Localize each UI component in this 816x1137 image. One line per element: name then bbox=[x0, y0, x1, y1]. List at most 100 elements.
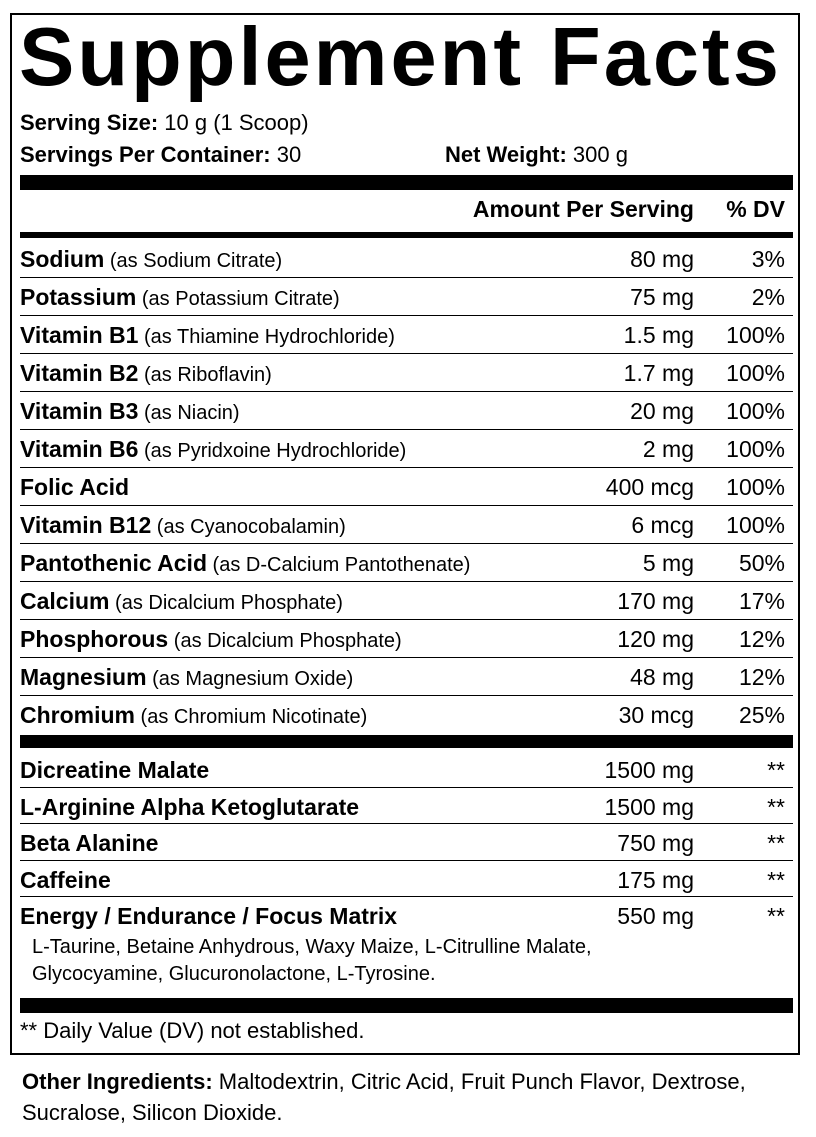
nutrient-source: (as Pyridxoine Hydrochloride) bbox=[138, 440, 407, 462]
nutrient-amount: 80 mg bbox=[630, 246, 694, 272]
supplement-facts-panel bbox=[10, 13, 800, 1055]
nutrient-name: Vitamin B6 (as Pyridxoine Hydrochloride) bbox=[20, 436, 406, 463]
nutrient-dv: 25% bbox=[738, 702, 785, 728]
nutrient-amount: 1.5 mg bbox=[623, 322, 694, 348]
nutrient-label: Sodium bbox=[20, 246, 105, 272]
serving-size-value: 10 g (1 Scoop) bbox=[158, 110, 309, 135]
nutrient-source: (as Riboflavin) bbox=[138, 364, 272, 386]
nutrient-label: Vitamin B12 bbox=[20, 512, 152, 538]
nutrient-source: (as Dicalcium Phosphate) bbox=[109, 592, 343, 614]
nutrient-name: Calcium (as Dicalcium Phosphate) bbox=[20, 588, 343, 615]
nutrient-row: Folic Acid 400 mcg 100% bbox=[20, 468, 793, 506]
nutrient-label: Potassium bbox=[20, 284, 137, 310]
nutrient-name: Vitamin B1 (as Thiamine Hydrochloride) bbox=[20, 322, 395, 349]
nutrient-amount: 1500 mg bbox=[604, 757, 694, 783]
nutrient-dv: 50% bbox=[738, 550, 785, 576]
amount-header: Amount Per Serving bbox=[472, 196, 694, 222]
nutrient-dv: ** bbox=[767, 903, 785, 929]
nutrient-name: L-Arginine Alpha Ketoglutarate bbox=[20, 794, 359, 821]
nutrient-label: Magnesium bbox=[20, 664, 147, 690]
nutrient-name: Beta Alanine bbox=[20, 830, 158, 857]
nutrient-name: Potassium (as Potassium Citrate) bbox=[20, 284, 340, 311]
nutrient-row: Sodium (as Sodium Citrate) 80 mg 3% bbox=[20, 240, 793, 278]
nutrient-name: Energy / Endurance / Focus Matrix bbox=[20, 903, 397, 930]
header-divider bbox=[20, 232, 793, 238]
nutrient-name: Chromium (as Chromium Nicotinate) bbox=[20, 702, 367, 729]
nutrient-source: (as Magnesium Oxide) bbox=[146, 668, 354, 690]
nutrient-dv: 100% bbox=[726, 398, 785, 424]
net-weight: Net Weight: 300 g bbox=[445, 142, 628, 168]
nutrient-source: (as Sodium Citrate) bbox=[104, 250, 283, 272]
nutrient-amount: 48 mg bbox=[630, 664, 694, 690]
nutrient-row: L-Arginine Alpha Ketoglutarate 1500 mg ** bbox=[20, 788, 793, 824]
servings-label: Servings Per Container: bbox=[20, 142, 271, 167]
serving-size: Serving Size: 10 g (1 Scoop) bbox=[20, 110, 309, 136]
nutrient-row: Vitamin B12 (as Cyanocobalamin) 6 mcg 100% bbox=[20, 506, 793, 544]
nutrient-label: Phosphorous bbox=[20, 626, 169, 652]
footnote: ** Daily Value (DV) not established. bbox=[20, 1018, 365, 1043]
other-ingredients-value: Maltodextrin, Citric Acid, Fruit Punch F… bbox=[22, 1069, 746, 1125]
nutrient-source: (as Potassium Citrate) bbox=[136, 288, 340, 310]
nutrient-amount: 170 mg bbox=[617, 588, 694, 614]
nutrient-label: Dicreatine Malate bbox=[20, 757, 210, 783]
nutrient-row: Chromium (as Chromium Nicotinate) 30 mcg 2… bbox=[20, 696, 793, 734]
nutrient-name: Phosphorous (as Dicalcium Phosphate) bbox=[20, 626, 402, 653]
nutrient-amount: 2 mg bbox=[642, 436, 694, 462]
nutrient-row: Magnesium (as Magnesium Oxide) 48 mg 12% bbox=[20, 658, 793, 696]
nutrient-row: Potassium (as Potassium Citrate) 75 mg 2% bbox=[20, 278, 793, 316]
nutrient-amount: 550 mg bbox=[617, 903, 694, 929]
other-ingredients: Other Ingredients: Maltodextrin, Citric … bbox=[22, 1066, 762, 1128]
nutrient-label: Energy / Endurance / Focus Matrix bbox=[20, 903, 398, 929]
nutrient-row: Calcium (as Dicalcium Phosphate) 170 mg 17… bbox=[20, 582, 793, 620]
nutrient-dv: ** bbox=[767, 793, 785, 820]
nutrient-amount: 6 mcg bbox=[631, 512, 694, 538]
nutrient-row: Phosphorous (as Dicalcium Phosphate) 120 … bbox=[20, 620, 793, 658]
nutrient-name: Vitamin B2 (as Riboflavin) bbox=[20, 360, 272, 387]
nutrient-source: (as Dicalcium Phosphate) bbox=[168, 630, 402, 652]
nutrient-amount: 30 mcg bbox=[618, 702, 694, 728]
dv-header: % DV bbox=[726, 196, 785, 222]
nutrient-amount: 75 mg bbox=[630, 284, 694, 310]
nutrient-row: Energy / Endurance / Focus Matrix 550 mg *… bbox=[20, 897, 793, 934]
nutrient-row: Vitamin B1 (as Thiamine Hydrochloride) 1.… bbox=[20, 316, 793, 354]
nutrient-name: Vitamin B12 (as Cyanocobalamin) bbox=[20, 512, 346, 539]
nutrient-row: Beta Alanine 750 mg ** bbox=[20, 824, 793, 861]
nutrient-amount: 120 mg bbox=[617, 626, 694, 652]
nutrient-dv: ** bbox=[767, 830, 785, 856]
nutrient-dv: 100% bbox=[726, 436, 785, 462]
other-ingredients-label: Other Ingredients: bbox=[22, 1069, 213, 1094]
nutrient-label: Chromium bbox=[20, 702, 135, 728]
nutrient-dv: 2% bbox=[751, 284, 785, 310]
nutrient-name: Pantothenic Acid (as D-Calcium Pantothen… bbox=[20, 550, 470, 577]
nutrient-source: (as Thiamine Hydrochloride) bbox=[138, 326, 395, 348]
nutrient-source: (as Niacin) bbox=[138, 402, 240, 424]
column-header: Amount Per Serving % DV bbox=[20, 196, 793, 228]
nutrient-row: Vitamin B2 (as Riboflavin) 1.7 mg 100% bbox=[20, 354, 793, 392]
nutrient-amount: 400 mcg bbox=[605, 474, 694, 500]
nutrient-dv: ** bbox=[767, 757, 785, 783]
nutrient-row: Pantothenic Acid (as D-Calcium Pantothen… bbox=[20, 544, 793, 582]
nutrient-label: Vitamin B1 bbox=[20, 322, 139, 348]
nutrient-row: Caffeine 175 mg ** bbox=[20, 861, 793, 897]
nutrient-amount: 20 mg bbox=[630, 398, 694, 424]
nutrient-row: Vitamin B3 (as Niacin) 20 mg 100% bbox=[20, 392, 793, 430]
net-weight-label: Net Weight: bbox=[445, 142, 567, 167]
nutrient-dv: 12% bbox=[738, 664, 785, 690]
matrix-ingredients-line: L-Taurine, Betaine Anhydrous, Waxy Maize… bbox=[32, 936, 592, 958]
nutrient-dv: 12% bbox=[738, 626, 785, 652]
nutrient-source: (as Cyanocobalamin) bbox=[151, 516, 346, 538]
nutrient-amount: 750 mg bbox=[617, 830, 694, 856]
nutrient-row: Vitamin B6 (as Pyridxoine Hydrochloride)… bbox=[20, 430, 793, 468]
panel-title: Supplement Facts bbox=[19, 10, 782, 103]
servings-value: 30 bbox=[270, 142, 302, 167]
nutrient-dv: 100% bbox=[726, 322, 785, 348]
thick-divider bbox=[20, 175, 793, 190]
nutrient-name: Magnesium (as Magnesium Oxide) bbox=[20, 664, 353, 691]
nutrient-name: Dicreatine Malate bbox=[20, 757, 209, 784]
nutrient-label: Vitamin B2 bbox=[20, 360, 139, 386]
nutrient-dv: 100% bbox=[726, 512, 785, 538]
nutrient-label: Pantothenic Acid bbox=[20, 550, 207, 576]
nutrient-amount: 175 mg bbox=[617, 866, 694, 893]
nutrient-amount: 5 mg bbox=[642, 550, 694, 576]
nutrient-row: Dicreatine Malate 1500 mg ** bbox=[20, 751, 793, 788]
